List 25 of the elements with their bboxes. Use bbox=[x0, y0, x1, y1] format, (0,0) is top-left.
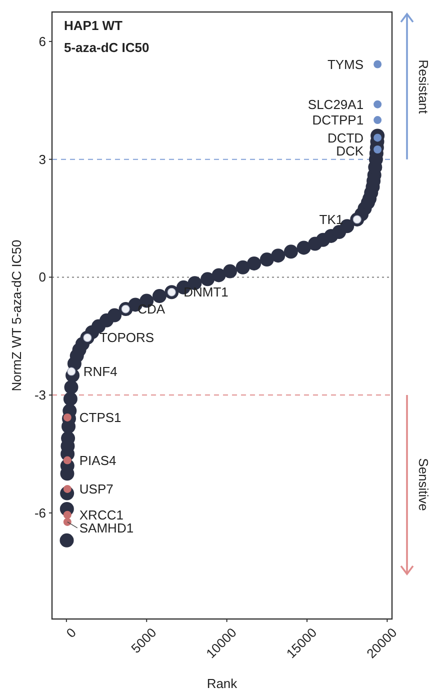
annotation: TOPORS bbox=[99, 330, 154, 346]
annotation: DCTPP1 bbox=[312, 112, 364, 128]
annotation: RNF4 bbox=[83, 364, 118, 380]
annotation: DCTD bbox=[327, 130, 364, 146]
annotation: PIAS4 bbox=[79, 452, 116, 468]
annotation: DCK bbox=[336, 143, 364, 158]
annotation: TK1 bbox=[319, 212, 344, 227]
text: 5-aza-dC IC50 bbox=[64, 40, 150, 55]
text: Sensitive bbox=[416, 458, 430, 511]
y-tick-label: -3 bbox=[34, 388, 46, 403]
y-tick-label: 3 bbox=[38, 152, 46, 167]
annotation: TYMS bbox=[327, 56, 364, 72]
annotation: XRCC1 bbox=[79, 507, 124, 522]
y-tick-label: -6 bbox=[34, 505, 46, 520]
annotation: USP7 bbox=[79, 482, 114, 497]
annotation: CTPS1 bbox=[79, 410, 122, 425]
annotation: SLC29A1 bbox=[308, 96, 364, 112]
text: Resistant bbox=[416, 60, 430, 114]
y-tick-label: 6 bbox=[38, 34, 46, 50]
annotation: SAMHD1 bbox=[79, 520, 134, 536]
text: HAP1 WT bbox=[64, 18, 123, 33]
y-axis-title: NormZ WT 5-aza-dC IC50 bbox=[9, 240, 24, 392]
x-tick-label: 0 bbox=[63, 624, 79, 641]
x-axis-title: Rank bbox=[206, 676, 238, 691]
y-tick-label: 0 bbox=[38, 270, 46, 285]
